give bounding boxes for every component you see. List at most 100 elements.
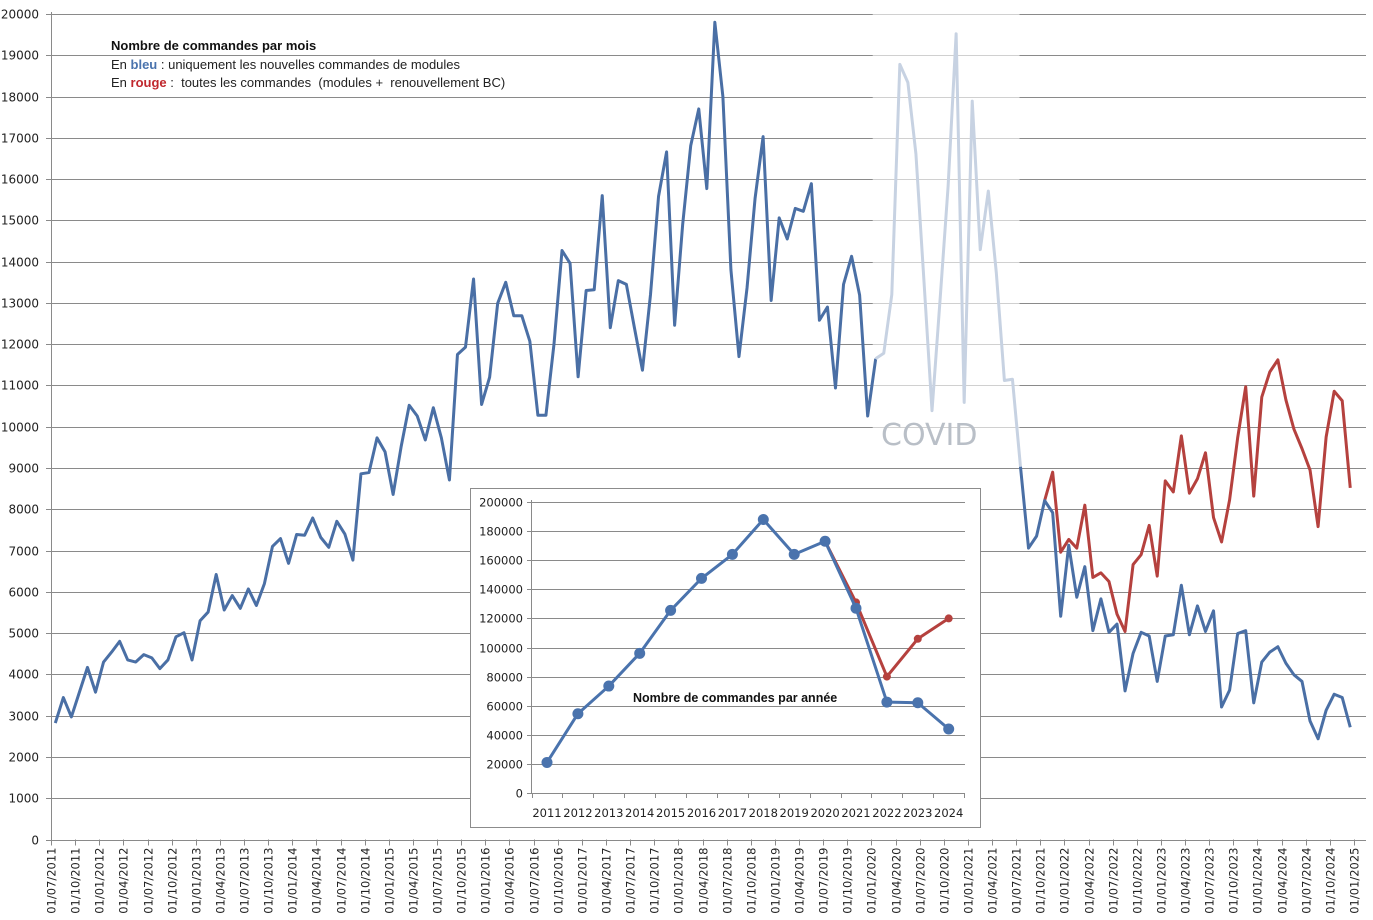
y-tick-label: 9000 [8, 462, 39, 476]
inset-point-bleu [696, 572, 707, 584]
y-tick-label: 5000 [8, 627, 39, 641]
x-tick-label: 01/04/2012 [117, 848, 131, 914]
x-tick-label: 01/10/2022 [1131, 848, 1145, 914]
x-tick-label: 01/10/2012 [166, 848, 180, 914]
x-tick-label: 01/04/2014 [310, 848, 324, 914]
main-axes [51, 12, 1355, 846]
x-tick-label: 01/04/2018 [697, 848, 711, 914]
inset-x-tick-label: 2014 [625, 806, 654, 820]
legend-blue-line: En bleu : uniquement les nouvelles comma… [111, 57, 461, 72]
x-tick-label: 01/01/2014 [286, 848, 300, 914]
x-tick-label: 01/07/2018 [721, 848, 735, 914]
x-tick-label: 01/01/2020 [865, 848, 879, 914]
x-tick-label: 01/04/2021 [986, 848, 1000, 914]
series-line-bleu-post-covid [1018, 466, 1352, 741]
x-tick-label: 01/04/2016 [503, 848, 517, 914]
inset-title: Nombre de commandes par année [633, 691, 837, 705]
inset-y-tick-label: 0 [516, 787, 523, 801]
legend-red-line: En rouge : toutes les commandes (modules… [111, 75, 505, 90]
y-tick-label: 19000 [1, 49, 39, 63]
legend-blue-prefix: En [111, 57, 131, 72]
x-tick-label: 01/07/2023 [1203, 848, 1217, 914]
main-gridlines [46, 14, 1366, 841]
inset-x-tick-label: 2024 [934, 806, 963, 820]
x-tick-label: 01/01/2018 [672, 848, 686, 914]
inset-point-bleu [572, 708, 584, 720]
x-tick-label: 01/07/2016 [528, 848, 542, 914]
inset-y-tick-label: 160000 [479, 554, 523, 568]
x-tick-label: 01/10/2018 [745, 848, 759, 914]
y-tick-label: 13000 [1, 297, 39, 311]
y-tick-label: 3000 [8, 710, 39, 724]
y-tick-label: 12000 [1, 338, 39, 352]
y-tick-label: 6000 [8, 586, 39, 600]
inset-x-tick-label: 2017 [718, 806, 747, 820]
legend-blue-word: bleu [131, 57, 158, 72]
inset-gridlines [527, 502, 965, 794]
inset-point-bleu [665, 604, 677, 616]
x-tick-label: 01/07/2011 [45, 848, 59, 914]
inset-point-bleu [541, 756, 553, 768]
inset-axes [531, 500, 965, 798]
inset-chart: 0 20000 40000 60000 80000 100000 120000 140000 1… [470, 488, 981, 828]
x-tick-label: 01/10/2021 [1034, 848, 1048, 914]
x-tick-label: 01/04/2017 [600, 848, 614, 914]
inset-y-tick-label: 120000 [479, 612, 523, 626]
y-tick-label: 8000 [8, 503, 39, 517]
x-tick-label: 01/07/2019 [817, 848, 831, 914]
y-tick-label: 1000 [8, 792, 39, 806]
y-tick-label: 11000 [1, 379, 39, 393]
inset-x-tick-label: 2021 [841, 806, 870, 820]
x-tick-label: 01/10/2013 [262, 848, 276, 914]
x-tick-label: 01/01/2019 [769, 848, 783, 914]
y-tick-label: 10000 [1, 421, 39, 435]
inset-y-tick-label: 180000 [479, 525, 523, 539]
y-tick-label: 7000 [8, 545, 39, 559]
x-tick-label: 01/10/2015 [455, 848, 469, 914]
inset-y-tick-labels: 0 20000 40000 60000 80000 100000 120000 140000 1… [479, 496, 523, 801]
inset-series [541, 513, 955, 768]
inset-point-bleu [603, 680, 615, 692]
inset-y-tick-label: 80000 [486, 671, 523, 685]
x-tick-label: 01/01/2023 [1155, 848, 1169, 914]
inset-series-line-bleu [545, 517, 950, 764]
inset-point-bleu [850, 602, 862, 614]
legend-title: Nombre de commandes par mois [111, 38, 316, 53]
legend-red-suffix: : toutes les commandes (modules + renouv… [167, 75, 506, 90]
x-tick-label: 01/10/2016 [552, 848, 566, 914]
x-tick-label: 01/10/2020 [938, 848, 952, 914]
covid-annotation: COVID [881, 418, 978, 453]
inset-y-tick-label: 140000 [479, 583, 523, 597]
x-tick-label: 01/04/2015 [407, 848, 421, 914]
main-x-tick-labels: 01/07/2011 01/10/2011 01/01/2012 01/04/2012… [45, 848, 1362, 914]
legend-blue-suffix: : uniquement les nouvelles commandes de … [157, 57, 460, 72]
inset-point-bleu [757, 513, 769, 525]
x-tick-label: 01/04/2022 [1083, 848, 1097, 914]
x-tick-label: 01/04/2013 [214, 848, 228, 914]
inset-x-tick-label: 2013 [594, 806, 623, 820]
inset-point-rouge [944, 614, 953, 623]
x-tick-label: 01/01/2021 [962, 848, 976, 914]
y-tick-label: 4000 [8, 668, 39, 682]
x-tick-label: 01/04/2020 [890, 848, 904, 914]
x-tick-label: 01/10/2014 [359, 848, 373, 914]
y-tick-label: 20000 [1, 8, 39, 22]
x-tick-label: 01/10/2017 [648, 848, 662, 914]
y-tick-label: 18000 [1, 91, 39, 105]
inset-point-bleu [943, 723, 955, 735]
main-y-tick-labels: 0 1000 2000 3000 4000 5000 6000 7000 8000 9000 100… [1, 8, 39, 848]
inset-point-rouge [913, 634, 922, 643]
inset-point-bleu [881, 696, 893, 708]
y-tick-label: 14000 [1, 256, 39, 270]
x-tick-label: 01/07/2017 [624, 848, 638, 914]
inset-y-tick-label: 100000 [479, 642, 523, 656]
series-line-bleu-covid [874, 32, 1022, 467]
x-tick-label: 01/01/2017 [576, 848, 590, 914]
x-tick-label: 01/01/2016 [479, 848, 493, 914]
x-tick-label: 01/01/2024 [1251, 848, 1265, 914]
series-line-rouge [1043, 358, 1352, 633]
x-tick-label: 01/07/2024 [1300, 848, 1314, 914]
x-tick-label: 01/10/2024 [1324, 848, 1338, 914]
inset-x-tick-label: 2012 [563, 806, 592, 820]
inset-x-tick-label: 2019 [780, 806, 809, 820]
